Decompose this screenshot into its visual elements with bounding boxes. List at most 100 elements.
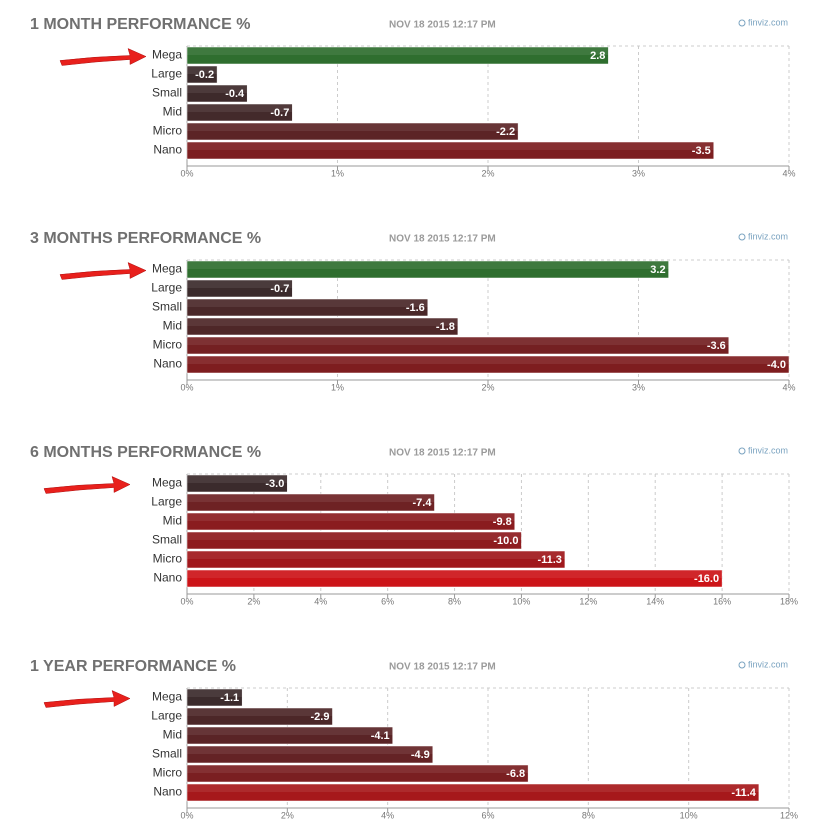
source-icon [738,233,746,241]
x-tick-label: 2% [247,596,260,606]
category-label: Micro [153,124,183,138]
category-label: Mega [152,262,182,276]
chart-title: 1 YEAR PERFORMANCE % [30,658,236,675]
x-tick-label: 3% [632,382,645,392]
bar-gloss [187,123,519,131]
bar-gloss [187,475,288,483]
bar-gloss [187,47,609,55]
category-label: Large [151,709,182,723]
x-tick-label: 1% [331,382,344,392]
arrow [43,690,131,708]
category-label: Small [152,533,182,547]
category-label: Micro [153,552,183,566]
value-label: -4.1 [371,730,390,742]
value-label: -3.6 [707,340,726,352]
bar [186,707,333,726]
timestamp: NOV 18 2015 12:17 PM [389,662,496,673]
bar [186,46,609,65]
x-tick-label: 0% [180,168,193,178]
value-label: -1.6 [406,302,425,314]
value-label: -0.4 [225,88,245,100]
value-label: -6.8 [506,768,525,780]
x-tick-label: 1% [331,168,344,178]
category-label: Small [152,747,182,761]
bar [186,783,760,802]
bar-gloss [187,104,293,112]
source: finviz.com [748,659,788,669]
source-icon [738,447,746,455]
x-tick-label: 4% [782,382,795,392]
x-tick-label: 4% [782,168,795,178]
category-label: Mid [163,319,182,333]
bar [186,65,218,84]
category-label: Micro [153,338,183,352]
value-label: -0.2 [195,69,214,81]
bar-gloss [187,318,458,326]
x-tick-label: 3% [632,168,645,178]
bar [186,550,566,569]
bar [186,726,393,745]
value-label: -1.1 [220,692,239,704]
bar-gloss [187,85,248,93]
value-label: 3.2 [650,264,665,276]
bar [186,764,529,783]
category-label: Mega [152,476,182,490]
x-tick-label: 0% [180,382,193,392]
category-label: Mid [163,514,182,528]
x-tick-label: 0% [180,810,193,820]
value-label: -0.7 [270,283,289,295]
category-label: Small [152,300,182,314]
bar-gloss [187,261,669,269]
category-label: Large [151,281,182,295]
category-label: Mid [163,728,182,742]
x-tick-label: 2% [281,810,294,820]
bar-gloss [187,689,243,697]
value-label: 2.8 [590,50,605,62]
bar [186,474,288,493]
bar-gloss [187,727,393,735]
x-tick-label: 2% [481,382,494,392]
bar [186,493,435,512]
x-tick-label: 12% [579,596,597,606]
bar-gloss [187,551,565,559]
x-tick-label: 12% [780,810,798,820]
x-tick-label: 14% [646,596,664,606]
bar-gloss [187,337,729,345]
value-label: -1.8 [436,321,455,333]
x-tick-label: 8% [582,810,595,820]
source: finviz.com [748,231,788,241]
arrow [59,48,147,66]
bar [186,688,243,707]
bar-gloss [187,784,759,792]
x-tick-label: 4% [314,596,327,606]
chart-title: 3 MONTHS PERFORMANCE % [30,230,261,247]
source: finviz.com [748,17,788,27]
category-label: Micro [153,766,183,780]
value-label: -3.5 [692,145,711,157]
bar-gloss [187,532,522,540]
category-label: Nano [153,143,182,157]
x-tick-label: 10% [512,596,530,606]
value-label: -4.0 [767,359,786,371]
x-tick-label: 18% [780,596,798,606]
bar-gloss [187,356,789,364]
bar-gloss [187,765,529,773]
value-label: -10.0 [493,535,518,547]
bar [186,279,293,298]
category-label: Large [151,495,182,509]
timestamp: NOV 18 2015 12:17 PM [389,20,496,31]
x-tick-label: 16% [713,596,731,606]
value-label: -9.8 [493,516,512,528]
value-label: -3.0 [265,478,284,490]
bar [186,103,293,122]
bar-gloss [187,513,515,521]
bar [186,260,669,279]
x-tick-label: 6% [381,596,394,606]
category-label: Mid [163,105,182,119]
bar [186,355,790,374]
x-tick-label: 2% [481,168,494,178]
arrow [59,262,147,280]
x-tick-label: 10% [680,810,698,820]
